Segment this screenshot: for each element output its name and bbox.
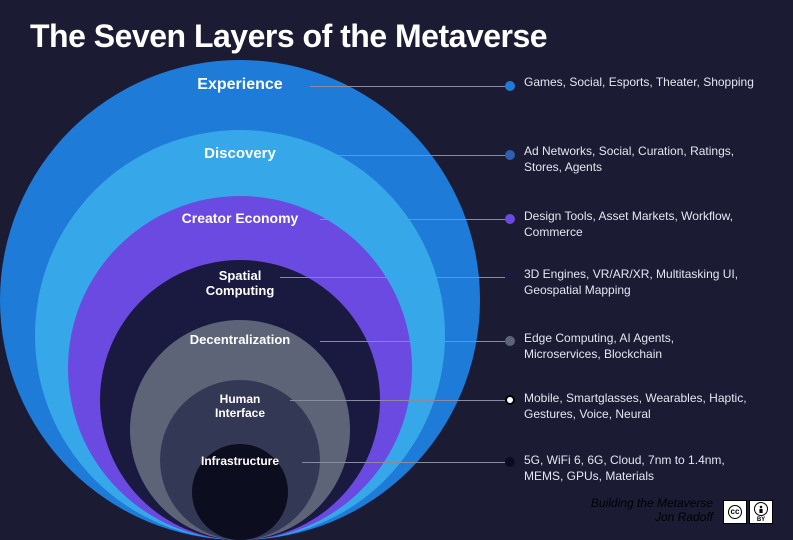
bullet-icon bbox=[505, 336, 515, 346]
leader-line bbox=[320, 341, 505, 342]
leader-line bbox=[298, 155, 505, 156]
bullet-icon bbox=[505, 272, 515, 282]
bullet-icon bbox=[505, 457, 515, 467]
desc-experience: Games, Social, Esports, Theater, Shoppin… bbox=[524, 74, 754, 90]
cc-license-badge: cc BY bbox=[723, 500, 773, 524]
leader-line bbox=[320, 219, 505, 220]
leader-line bbox=[302, 462, 505, 463]
bullet-icon bbox=[505, 395, 515, 405]
desc-human-interface: Mobile, Smartglasses, Wearables, Haptic,… bbox=[524, 390, 754, 422]
attribution: Building the Metaverse Jon Radoff bbox=[591, 496, 713, 524]
leader-line bbox=[310, 86, 505, 87]
label-experience: Experience bbox=[197, 76, 282, 94]
attribution-line2: Jon Radoff bbox=[591, 510, 713, 524]
desc-discovery: Ad Networks, Social, Curation, Ratings, … bbox=[524, 143, 754, 175]
desc-infrastructure: 5G, WiFi 6, 6G, Cloud, 7nm to 1.4nm, MEM… bbox=[524, 452, 754, 484]
metaverse-layers-diagram: The Seven Layers of the Metaverse Experi… bbox=[0, 0, 793, 540]
bullet-icon bbox=[505, 150, 515, 160]
bullet-icon bbox=[505, 214, 515, 224]
label-decentralization: Decentralization bbox=[190, 332, 290, 347]
desc-creator-economy: Design Tools, Asset Markets, Workflow, C… bbox=[524, 208, 754, 240]
label-infrastructure: Infrastructure bbox=[201, 454, 279, 468]
bullet-icon bbox=[505, 81, 515, 91]
label-discovery: Discovery bbox=[204, 145, 276, 162]
page-title: The Seven Layers of the Metaverse bbox=[30, 18, 547, 55]
by-icon: BY bbox=[749, 500, 773, 524]
attribution-line1: Building the Metaverse bbox=[591, 496, 713, 510]
desc-spatial-computing: 3D Engines, VR/AR/XR, Multitasking UI, G… bbox=[524, 266, 754, 298]
desc-decentralization: Edge Computing, AI Agents, Microservices… bbox=[524, 330, 754, 362]
label-spatial-computing: SpatialComputing bbox=[180, 268, 300, 298]
label-human-interface: HumanInterface bbox=[180, 392, 300, 420]
leader-line bbox=[290, 400, 505, 401]
label-creator-economy: Creator Economy bbox=[182, 210, 299, 226]
leader-line bbox=[280, 277, 505, 278]
cc-icon: cc bbox=[723, 500, 747, 524]
